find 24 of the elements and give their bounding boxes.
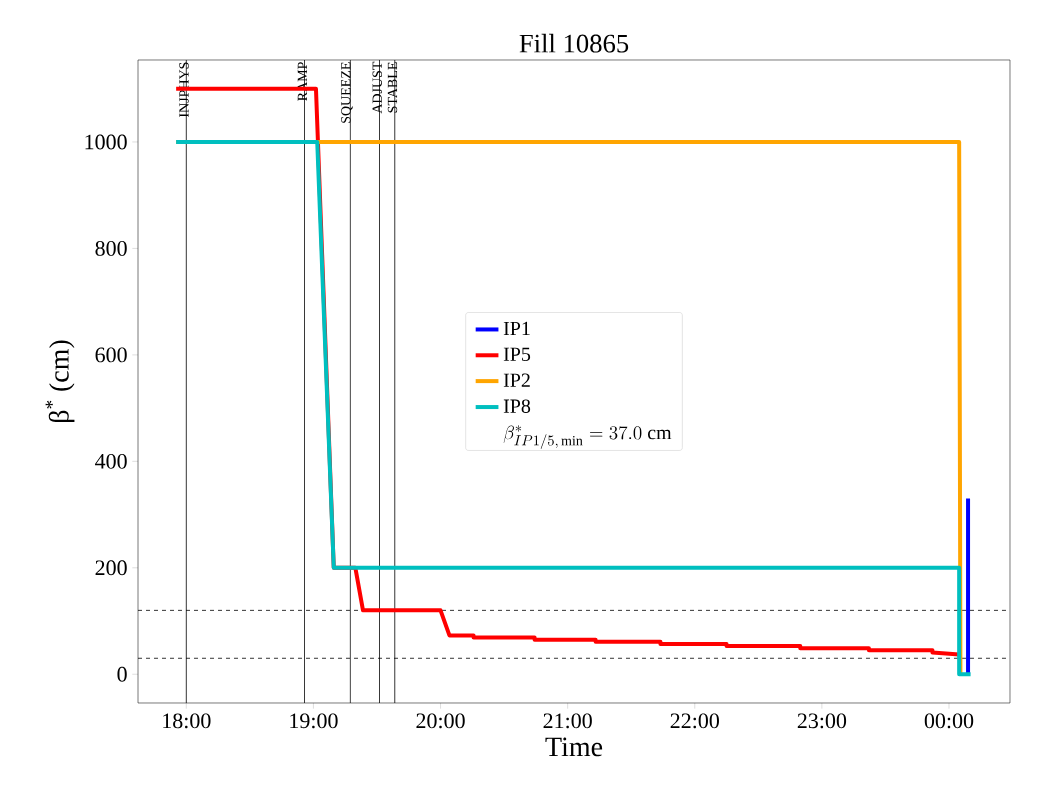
ref-line-label: ADJUST — [372, 61, 382, 114]
x-tick-label: 20:00 — [416, 713, 465, 729]
y-axis-title: β$^{*}$ (cm) — [45, 340, 75, 422]
y-tick-label: 1000 — [85, 134, 127, 150]
x-tick-label: 19:00 — [290, 713, 338, 729]
x-tick-label: 18:00 — [163, 713, 211, 729]
x-tick-label: 21:00 — [543, 713, 592, 729]
y-tick-label: 200 — [95, 560, 127, 576]
legend-label: IP8 — [503, 399, 531, 413]
x-tick-label: 23:00 — [797, 713, 847, 729]
annotation: $\beta^{*}_{IP1/5,\,\min} = 37.0\ \mathrm{cm}$ — [503, 425, 672, 449]
x-tick-label: 00:00 — [924, 713, 974, 729]
x-axis-title: Time — [545, 737, 603, 757]
y-tick-label: 800 — [95, 240, 127, 256]
y-tick-label: 400 — [95, 453, 127, 469]
ref-line-label: STABLE — [387, 62, 398, 113]
y-tick-label: 0 — [117, 666, 127, 682]
legend-label: IP5 — [503, 347, 531, 362]
ref-line-label: SQUEEZE — [341, 62, 353, 123]
legend-label: IP1 — [503, 321, 530, 336]
x-tick-label: 22:00 — [670, 713, 719, 729]
y-tick-label: 600 — [95, 347, 127, 363]
legend-label: IP2 — [503, 373, 530, 387]
chart-title: Fill 10865 — [519, 33, 629, 53]
